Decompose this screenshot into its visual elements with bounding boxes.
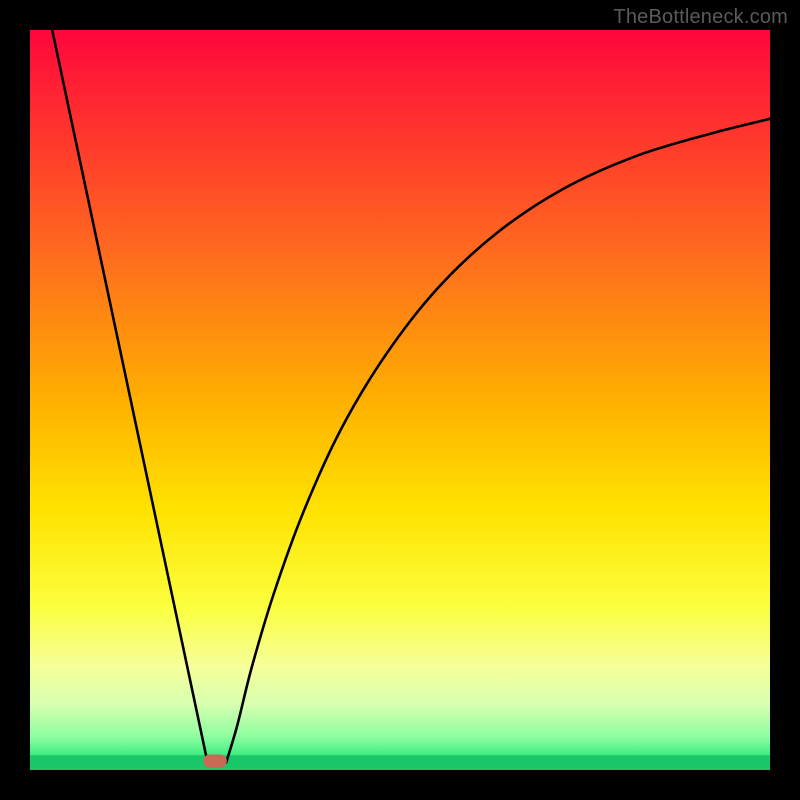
watermark-text: TheBottleneck.com xyxy=(613,6,788,29)
chart-svg xyxy=(30,30,770,770)
plot-area xyxy=(30,30,770,770)
chart-container: TheBottleneck.com xyxy=(0,0,800,800)
green-baseline-band xyxy=(30,755,770,770)
optimal-point-marker xyxy=(203,754,227,767)
gradient-background xyxy=(30,30,770,770)
